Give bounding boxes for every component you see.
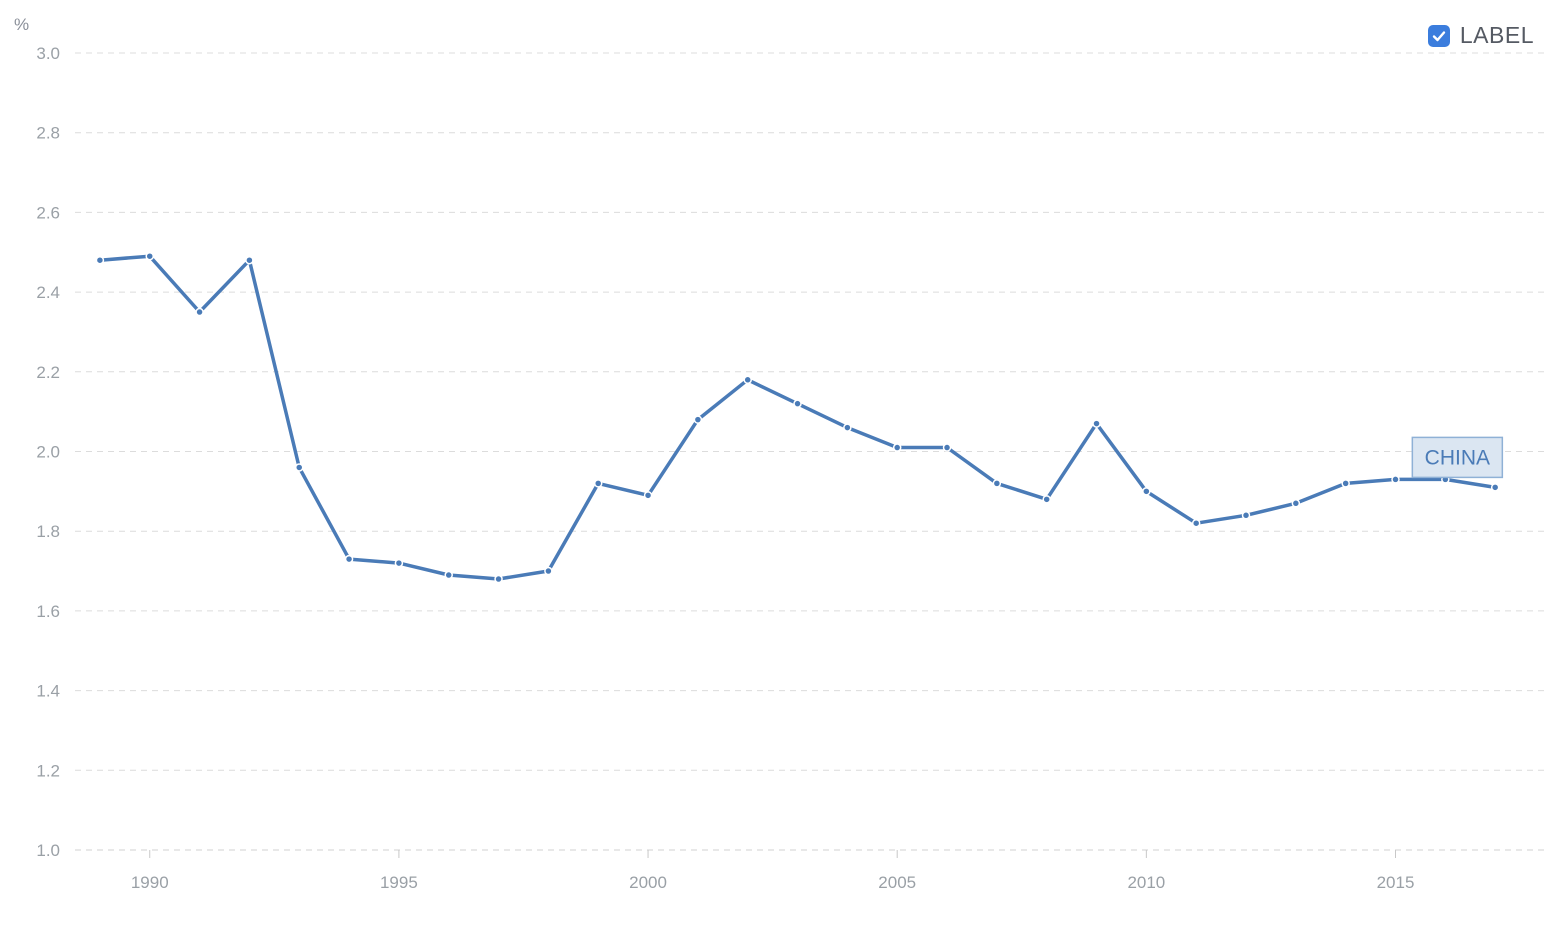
y-tick-label: 2.4 <box>36 283 60 302</box>
data-point <box>95 255 105 265</box>
x-tick-label: 1995 <box>380 873 418 892</box>
y-tick-label: 2.2 <box>36 363 60 382</box>
series-line <box>98 254 1497 581</box>
series-label-box <box>1411 436 1504 479</box>
data-point <box>344 554 354 564</box>
data-point <box>444 570 453 580</box>
grid-lines <box>75 52 1545 851</box>
data-point <box>394 558 404 568</box>
data-point <box>593 479 603 488</box>
data-point <box>494 574 503 584</box>
data-point <box>1191 518 1201 528</box>
y-tick-label: 2.8 <box>36 124 60 143</box>
y-tick-label: 2.6 <box>36 203 60 222</box>
x-tick-label: 2015 <box>1377 873 1415 892</box>
data-point <box>145 251 154 261</box>
data-point <box>1391 475 1400 484</box>
series-china <box>95 251 1500 584</box>
data-point <box>1092 419 1101 428</box>
y-unit-label: % <box>14 15 29 34</box>
data-point <box>1341 479 1350 488</box>
data-point <box>892 443 902 452</box>
x-tick-label: 1990 <box>131 873 169 892</box>
y-tick-label: 1.8 <box>36 522 60 541</box>
y-tick-label: 1.2 <box>36 761 60 780</box>
y-tick-label: 3.0 <box>36 44 60 63</box>
data-point <box>942 443 952 452</box>
series-label: CHINA <box>1411 436 1504 479</box>
label-toggle-text: LABEL <box>1459 22 1534 48</box>
label-checkbox[interactable] <box>1427 24 1450 47</box>
label-toggle[interactable]: LABEL <box>1427 22 1534 49</box>
y-tick-label: 1.6 <box>36 602 60 621</box>
data-point <box>195 307 204 317</box>
y-tick-label: 1.4 <box>36 682 60 701</box>
x-axis-ticks: 1990 1995 2000 2005 2010 2015 <box>131 850 1415 892</box>
data-point <box>1241 511 1251 520</box>
data-point <box>843 423 852 432</box>
data-point <box>544 566 553 576</box>
y-tick-label: 2.0 <box>36 443 60 462</box>
x-tick-label: 2000 <box>629 873 667 892</box>
data-point <box>643 491 653 500</box>
data-point <box>1490 483 1500 492</box>
y-tick-label: 1.0 <box>36 841 60 860</box>
x-tick-label: 2010 <box>1127 873 1165 892</box>
checkmark-icon <box>1432 30 1446 41</box>
data-point <box>294 463 304 472</box>
data-point <box>743 375 752 385</box>
data-point <box>245 255 254 265</box>
data-point <box>1291 499 1301 508</box>
series-label-text: CHINA <box>1425 446 1490 469</box>
data-point <box>1042 495 1051 504</box>
x-tick-label: 2005 <box>878 873 916 892</box>
data-point <box>693 415 703 424</box>
y-axis-ticks: 1.0 1.2 1.4 1.6 1.8 2.0 2.2 2.4 2.6 2.8 3.0 <box>36 44 60 860</box>
data-point <box>793 399 802 408</box>
data-point <box>1142 487 1151 496</box>
data-point <box>992 479 1002 488</box>
